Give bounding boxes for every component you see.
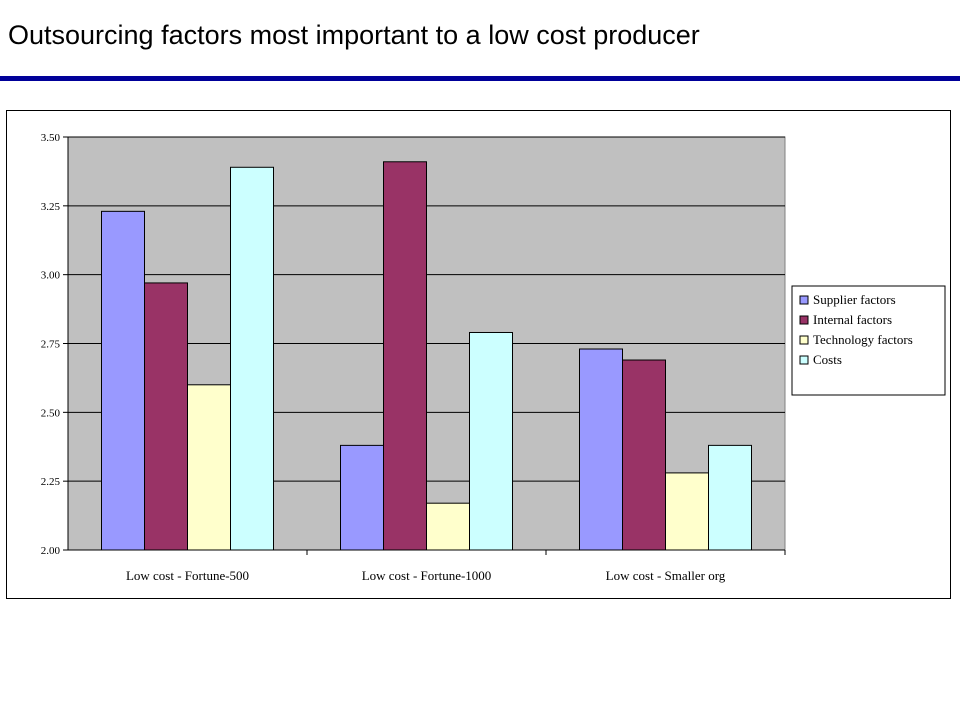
legend-swatch <box>799 295 809 305</box>
bar <box>579 348 623 551</box>
legend-swatch <box>799 335 809 345</box>
bar <box>665 472 709 551</box>
slide-title: Outsourcing factors most important to a … <box>8 20 700 50</box>
y-tick-label: 2.75 <box>41 339 61 351</box>
x-category-label: Low cost - Fortune-1000 <box>362 568 492 583</box>
bar <box>426 502 470 551</box>
legend-label: Internal factors <box>813 312 892 327</box>
x-category-label: Low cost - Fortune-500 <box>126 568 249 583</box>
y-tick-label: 3.25 <box>41 201 61 213</box>
bar <box>230 166 274 551</box>
bar <box>469 331 513 551</box>
bar-chart: 2.00 2.25 2.50 2.75 3.00 3.25 3.50 Low cost - F… <box>41 132 946 583</box>
bar <box>101 210 145 551</box>
bar <box>383 161 427 551</box>
bar <box>187 384 231 551</box>
y-tick-label: 3.50 <box>41 132 61 144</box>
chart-container: 2.00 2.25 2.50 2.75 3.00 3.25 3.50 Low cost - F… <box>6 110 951 599</box>
bar <box>708 444 752 551</box>
y-tick-label: 2.25 <box>41 476 61 488</box>
legend <box>791 285 946 396</box>
legend-label: Supplier factors <box>813 292 896 307</box>
x-category-label: Low cost - Smaller org <box>606 568 726 583</box>
bar <box>144 282 188 551</box>
title-divider <box>0 76 960 81</box>
legend-swatch <box>799 355 809 365</box>
y-tick-label: 3.00 <box>41 270 61 282</box>
legend-label: Technology factors <box>813 332 913 347</box>
bar <box>622 359 666 551</box>
legend-swatch <box>799 315 809 325</box>
y-tick-label: 2.00 <box>41 545 61 557</box>
y-tick-label: 2.50 <box>41 407 61 419</box>
bar <box>340 444 384 551</box>
legend-label: Costs <box>813 352 842 367</box>
